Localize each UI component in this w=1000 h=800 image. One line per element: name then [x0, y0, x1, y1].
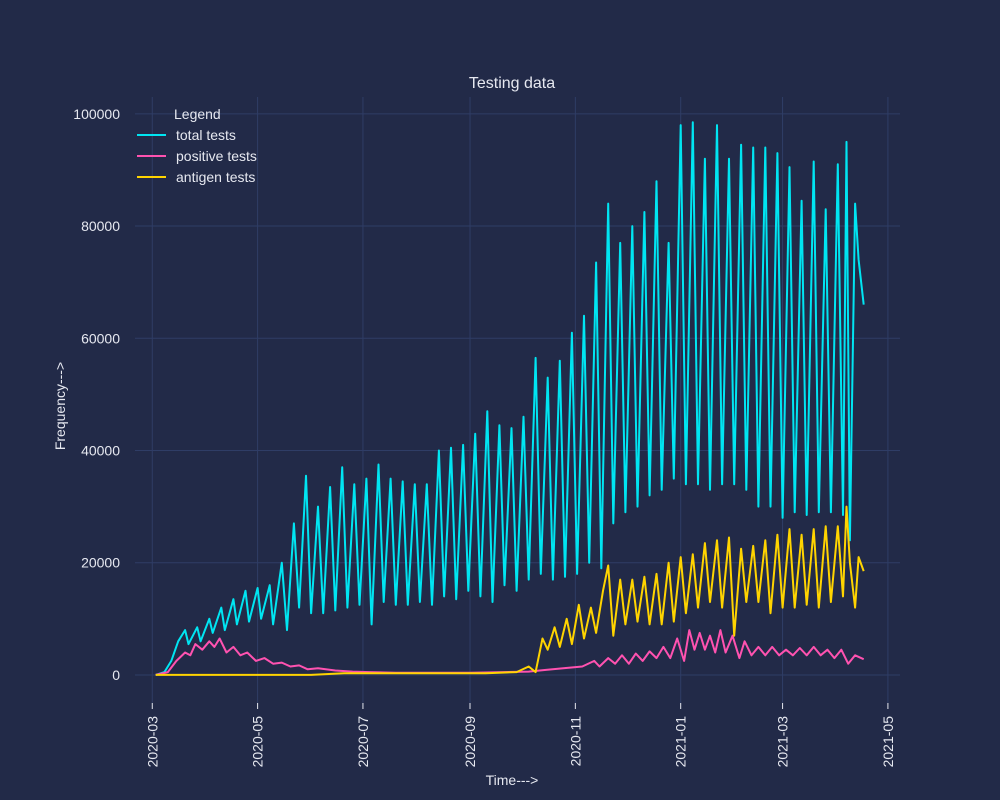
x-tick-label: 2021-03 — [775, 716, 791, 768]
y-tick-label: 80000 — [81, 218, 120, 234]
y-tick-label: 20000 — [81, 555, 120, 571]
x-axis-title: Time---> — [486, 772, 539, 788]
y-tick-label: 100000 — [73, 106, 120, 122]
x-tick-label: 2020-03 — [144, 716, 160, 768]
legend-title: Legend — [174, 106, 221, 122]
legend-item: antigen tests — [137, 169, 255, 185]
legend-label: total tests — [176, 127, 236, 143]
tick-labels: 0 20000 40000 60000 80000 100000 2020-03 2020-0… — [73, 106, 896, 768]
series-line-total-tests — [155, 121, 865, 676]
x-tick-label: 2020-05 — [250, 716, 266, 768]
y-tick-label: 0 — [112, 667, 120, 683]
x-tick-label: 2021-05 — [880, 716, 896, 768]
y-tick-label: 40000 — [81, 443, 120, 459]
x-tick-label: 2020-11 — [567, 716, 583, 767]
legend: Legend total tests positive tests antigen … — [137, 106, 257, 185]
x-tick-label: 2020-07 — [355, 716, 371, 768]
legend-label: positive tests — [176, 148, 257, 164]
legend-item: total tests — [137, 127, 236, 143]
x-tick-label: 2020-09 — [462, 716, 478, 768]
series-line-positive-tests — [155, 629, 865, 676]
y-axis-title: Frequency---> — [52, 362, 68, 450]
x-tick-label: 2021-01 — [673, 716, 689, 768]
legend-item: positive tests — [137, 148, 257, 164]
legend-label: antigen tests — [176, 169, 255, 185]
series-lines — [155, 121, 865, 676]
y-tick-label: 60000 — [81, 330, 120, 346]
chart-title: Testing data — [469, 75, 555, 92]
series-line-antigen-tests — [155, 505, 865, 676]
